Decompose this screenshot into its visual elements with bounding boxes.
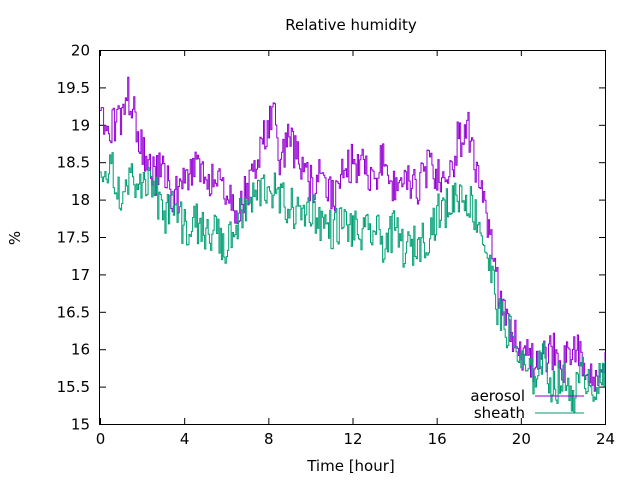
series-group [100,76,606,413]
y-tick-label: 19.5 [57,79,90,97]
y-tick-label: 19 [71,116,90,134]
y-tick-label: 15.5 [57,378,90,396]
y-axis: 15 15.5 16 16.5 17 17.5 18 18.5 19 19.5 20 [57,42,605,434]
x-tick-label: 20 [512,430,531,448]
chart-title: Relative humidity [285,16,417,34]
y-tick-label: 16.5 [57,303,90,321]
y-tick-label: 18 [71,191,90,209]
x-axis-label: Time [hour] [306,457,395,475]
y-tick-label: 17.5 [57,229,90,247]
x-tick-label: 16 [428,430,447,448]
y-tick-label: 17 [71,266,90,284]
legend-label-aerosol: aerosol [470,387,525,405]
y-tick-label: 20 [71,42,90,60]
series-line-sheath [100,152,606,413]
x-tick-label: 24 [596,430,615,448]
x-tick-label: 0 [96,430,106,448]
y-tick-label: 15 [71,416,90,434]
y-tick-label: 18.5 [57,154,90,172]
legend-label-sheath: sheath [474,404,525,422]
x-tick-label: 12 [343,430,362,448]
x-tick-label: 4 [180,430,190,448]
y-axis-label: % [6,231,24,245]
y-tick-label: 16 [71,341,90,359]
x-axis: 0 4 8 12 16 20 24 [96,50,615,448]
x-tick-label: 8 [264,430,274,448]
